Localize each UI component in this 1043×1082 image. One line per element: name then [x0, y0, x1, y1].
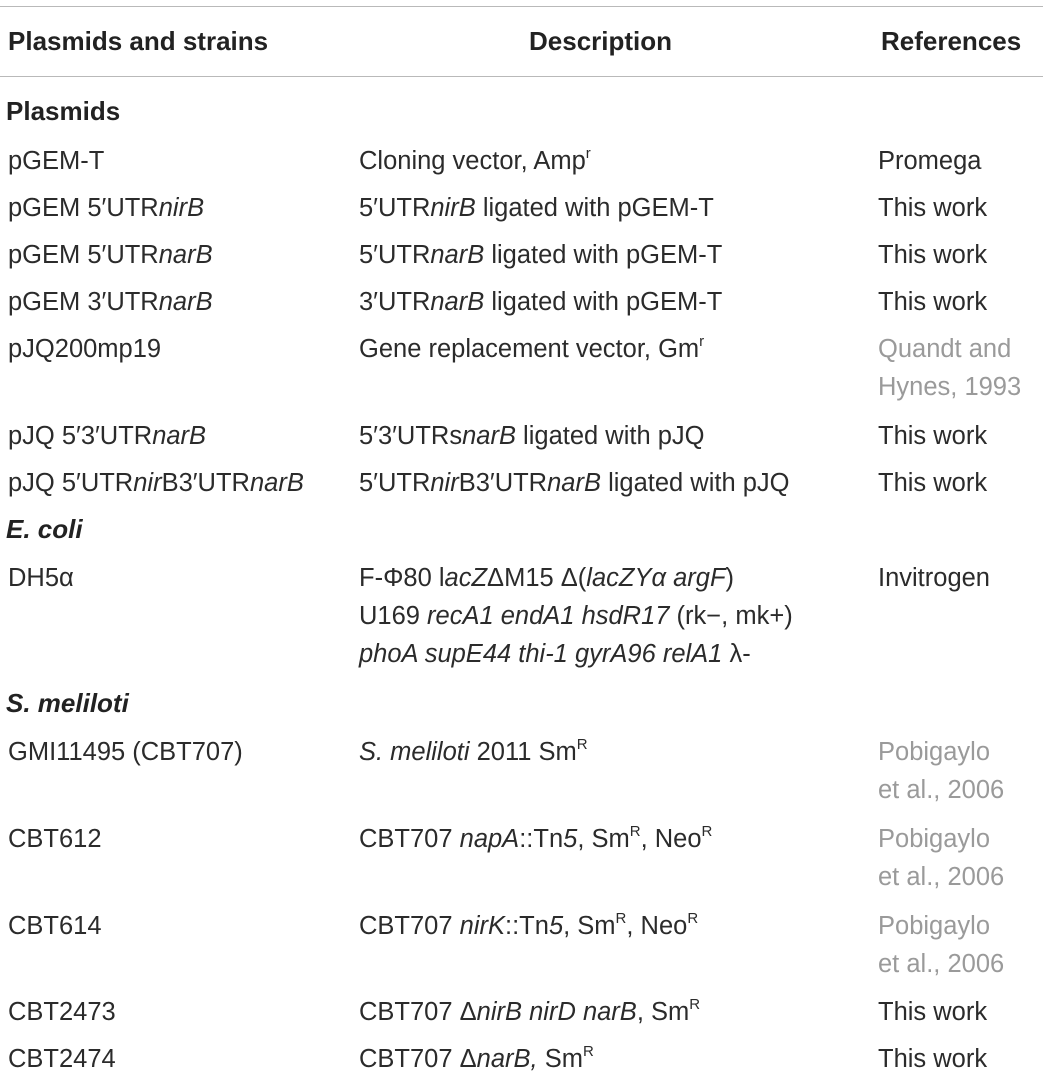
section-ecoli: E. coli	[6, 514, 83, 544]
description: CBT707 ΔnarB, SmR	[359, 1043, 594, 1073]
description-line-1: F-Φ80 lacZΔM15 Δ(lacZYα argF)	[359, 564, 735, 592]
section-plasmids: Plasmids	[6, 96, 121, 126]
section-smeliloti: S. meliloti	[6, 688, 129, 718]
description: Cloning vector, Ampr	[359, 145, 591, 175]
reference-link[interactable]: et al., 2006	[878, 863, 1005, 891]
reference: This work	[878, 194, 988, 222]
description: CBT707 napA::Tn5, SmR, NeoR	[359, 823, 713, 853]
reference: This work	[878, 998, 988, 1026]
header-references: References	[881, 26, 1022, 56]
reference: This work	[878, 1045, 988, 1073]
description-line-2: U169 recA1 endA1 hsdR17 (rk−, mk+)	[359, 602, 793, 630]
reference: This work	[878, 288, 988, 316]
header-description: Description	[529, 26, 673, 56]
reference-link[interactable]: Pobigaylo	[878, 825, 990, 853]
reference: This work	[878, 469, 988, 497]
reference: This work	[878, 422, 988, 450]
description: 5′UTRnirB ligated with pGEM-T	[359, 194, 714, 222]
reference-link[interactable]: Pobigaylo	[878, 738, 990, 766]
strain-name: pGEM 5′UTRnirB	[8, 194, 205, 222]
strain-name: CBT612	[8, 825, 102, 853]
reference-link[interactable]: Hynes, 1993	[878, 373, 1022, 401]
description: S. meliloti 2011 SmR	[359, 736, 588, 766]
strain-name: pJQ 5′UTRnirB3′UTRnarB	[8, 469, 304, 497]
description: 3′UTRnarB ligated with pGEM-T	[359, 288, 723, 316]
strain-name: pJQ 5′3′UTRnarB	[8, 422, 207, 450]
strain-name: pGEM 3′UTRnarB	[8, 288, 213, 316]
strain-name: CBT614	[8, 912, 102, 940]
reference-link[interactable]: Pobigaylo	[878, 912, 990, 940]
description: 5′UTRnarB ligated with pGEM-T	[359, 241, 723, 269]
description: CBT707 nirK::Tn5, SmR, NeoR	[359, 910, 699, 940]
reference: Promega	[878, 147, 982, 175]
strain-name: pJQ200mp19	[8, 335, 162, 363]
description: Gene replacement vector, Gmr	[359, 333, 705, 363]
reference-link[interactable]: et al., 2006	[878, 776, 1005, 804]
strain-name: CBT2473	[8, 998, 116, 1026]
strain-name: DH5α	[8, 564, 74, 592]
description: 5′3′UTRsnarB ligated with pJQ	[359, 422, 705, 450]
reference: Invitrogen	[878, 564, 990, 592]
description: 5′UTRnirB3′UTRnarB ligated with pJQ	[359, 469, 790, 497]
reference: This work	[878, 241, 988, 269]
strain-name: pGEM 5′UTRnarB	[8, 241, 213, 269]
strain-name: GMI11495 (CBT707)	[8, 738, 243, 766]
header-rule	[0, 76, 1043, 77]
strain-name: CBT2474	[8, 1045, 116, 1073]
header-plasmids-strains: Plasmids and strains	[8, 26, 269, 56]
reference-link[interactable]: et al., 2006	[878, 950, 1005, 978]
description: CBT707 ΔnirB nirD narB, SmR	[359, 996, 701, 1026]
description-line-3: phoA supE44 thi-1 gyrA96 relA1 λ-	[359, 640, 751, 668]
strain-name: pGEM-T	[8, 147, 105, 175]
top-rule	[0, 6, 1043, 7]
reference-link[interactable]: Quandt and	[878, 335, 1012, 363]
